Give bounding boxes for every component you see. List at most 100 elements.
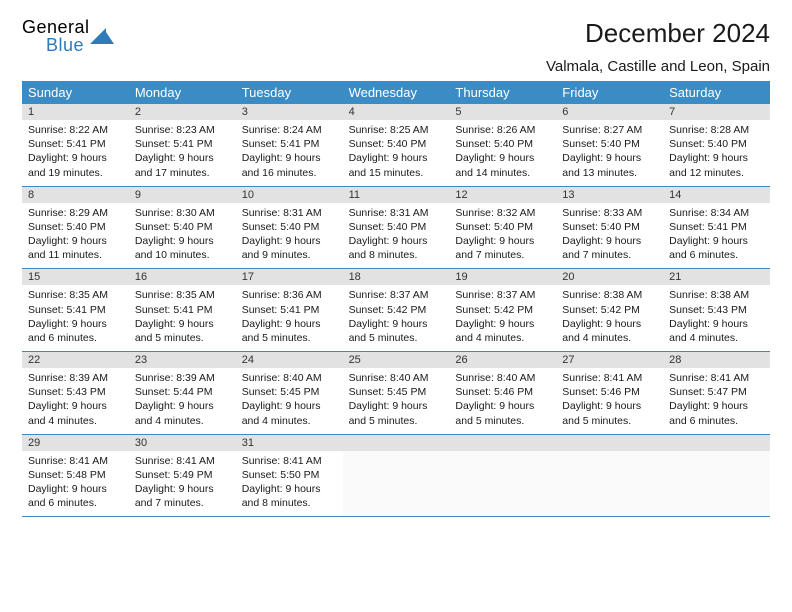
sunrise-text: Sunrise: 8:36 AM bbox=[242, 288, 337, 302]
sunset-text: Sunset: 5:42 PM bbox=[562, 303, 657, 317]
sunrise-text: Sunrise: 8:37 AM bbox=[349, 288, 444, 302]
sunrise-text: Sunrise: 8:24 AM bbox=[242, 123, 337, 137]
sunset-text: Sunset: 5:45 PM bbox=[349, 385, 444, 399]
sunset-text: Sunset: 5:43 PM bbox=[669, 303, 764, 317]
day-number: 23 bbox=[129, 352, 236, 368]
daylight-text: Daylight: 9 hours and 19 minutes. bbox=[28, 151, 123, 179]
brand-text1: General bbox=[22, 18, 90, 36]
day-number: 3 bbox=[236, 104, 343, 120]
sunset-text: Sunset: 5:41 PM bbox=[135, 137, 230, 151]
day-cell: Sunrise: 8:23 AMSunset: 5:41 PMDaylight:… bbox=[129, 120, 236, 186]
sunset-text: Sunset: 5:40 PM bbox=[242, 220, 337, 234]
sunrise-text: Sunrise: 8:34 AM bbox=[669, 206, 764, 220]
day-number-row: 15161718192021 bbox=[22, 268, 770, 285]
day-number: 26 bbox=[449, 352, 556, 368]
sunrise-text: Sunrise: 8:41 AM bbox=[669, 371, 764, 385]
day-number: 17 bbox=[236, 269, 343, 285]
day-number: 18 bbox=[343, 269, 450, 285]
daylight-text: Daylight: 9 hours and 14 minutes. bbox=[455, 151, 550, 179]
day-content-row: Sunrise: 8:35 AMSunset: 5:41 PMDaylight:… bbox=[22, 285, 770, 351]
sunrise-text: Sunrise: 8:22 AM bbox=[28, 123, 123, 137]
day-number: 2 bbox=[129, 104, 236, 120]
day-cell: Sunrise: 8:33 AMSunset: 5:40 PMDaylight:… bbox=[556, 203, 663, 269]
sunrise-text: Sunrise: 8:27 AM bbox=[562, 123, 657, 137]
sunrise-text: Sunrise: 8:25 AM bbox=[349, 123, 444, 137]
day-number: 8 bbox=[22, 187, 129, 203]
day-cell: Sunrise: 8:27 AMSunset: 5:40 PMDaylight:… bbox=[556, 120, 663, 186]
day-cell: Sunrise: 8:22 AMSunset: 5:41 PMDaylight:… bbox=[22, 120, 129, 186]
day-cell: Sunrise: 8:37 AMSunset: 5:42 PMDaylight:… bbox=[449, 285, 556, 351]
day-cell: Sunrise: 8:28 AMSunset: 5:40 PMDaylight:… bbox=[663, 120, 770, 186]
sunset-text: Sunset: 5:41 PM bbox=[242, 303, 337, 317]
sunset-text: Sunset: 5:47 PM bbox=[669, 385, 764, 399]
daylight-text: Daylight: 9 hours and 7 minutes. bbox=[135, 482, 230, 510]
day-number: 5 bbox=[449, 104, 556, 120]
sunset-text: Sunset: 5:49 PM bbox=[135, 468, 230, 482]
day-cell: Sunrise: 8:37 AMSunset: 5:42 PMDaylight:… bbox=[343, 285, 450, 351]
day-cell: Sunrise: 8:30 AMSunset: 5:40 PMDaylight:… bbox=[129, 203, 236, 269]
sunrise-text: Sunrise: 8:39 AM bbox=[135, 371, 230, 385]
day-number-row: 891011121314 bbox=[22, 186, 770, 203]
day-number: 27 bbox=[556, 352, 663, 368]
sunrise-text: Sunrise: 8:29 AM bbox=[28, 206, 123, 220]
day-cell bbox=[663, 451, 770, 517]
sunset-text: Sunset: 5:40 PM bbox=[455, 220, 550, 234]
daylight-text: Daylight: 9 hours and 5 minutes. bbox=[242, 317, 337, 345]
day-content-row: Sunrise: 8:39 AMSunset: 5:43 PMDaylight:… bbox=[22, 368, 770, 434]
day-cell: Sunrise: 8:35 AMSunset: 5:41 PMDaylight:… bbox=[129, 285, 236, 351]
page-title: December 2024 bbox=[585, 18, 770, 49]
sunset-text: Sunset: 5:42 PM bbox=[455, 303, 550, 317]
daylight-text: Daylight: 9 hours and 12 minutes. bbox=[669, 151, 764, 179]
day-number: 29 bbox=[22, 435, 129, 451]
sunset-text: Sunset: 5:40 PM bbox=[349, 220, 444, 234]
daylight-text: Daylight: 9 hours and 8 minutes. bbox=[242, 482, 337, 510]
sunset-text: Sunset: 5:40 PM bbox=[28, 220, 123, 234]
day-cell: Sunrise: 8:25 AMSunset: 5:40 PMDaylight:… bbox=[343, 120, 450, 186]
sunrise-text: Sunrise: 8:35 AM bbox=[28, 288, 123, 302]
sunrise-text: Sunrise: 8:40 AM bbox=[349, 371, 444, 385]
daylight-text: Daylight: 9 hours and 6 minutes. bbox=[669, 234, 764, 262]
weekday-header: Friday bbox=[556, 81, 663, 104]
sunrise-text: Sunrise: 8:30 AM bbox=[135, 206, 230, 220]
day-number: 12 bbox=[449, 187, 556, 203]
day-cell: Sunrise: 8:31 AMSunset: 5:40 PMDaylight:… bbox=[343, 203, 450, 269]
day-number-row: 1234567 bbox=[22, 104, 770, 120]
weekday-header: Sunday bbox=[22, 81, 129, 104]
day-cell: Sunrise: 8:40 AMSunset: 5:45 PMDaylight:… bbox=[343, 368, 450, 434]
sunrise-text: Sunrise: 8:40 AM bbox=[242, 371, 337, 385]
daylight-text: Daylight: 9 hours and 15 minutes. bbox=[349, 151, 444, 179]
daylight-text: Daylight: 9 hours and 7 minutes. bbox=[562, 234, 657, 262]
weekday-header: Monday bbox=[129, 81, 236, 104]
day-cell: Sunrise: 8:41 AMSunset: 5:49 PMDaylight:… bbox=[129, 451, 236, 517]
day-number: 19 bbox=[449, 269, 556, 285]
sunset-text: Sunset: 5:42 PM bbox=[349, 303, 444, 317]
sunset-text: Sunset: 5:40 PM bbox=[669, 137, 764, 151]
day-number: 1 bbox=[22, 104, 129, 120]
day-cell: Sunrise: 8:29 AMSunset: 5:40 PMDaylight:… bbox=[22, 203, 129, 269]
day-cell bbox=[556, 451, 663, 517]
day-cell: Sunrise: 8:40 AMSunset: 5:45 PMDaylight:… bbox=[236, 368, 343, 434]
day-cell: Sunrise: 8:41 AMSunset: 5:50 PMDaylight:… bbox=[236, 451, 343, 517]
day-cell bbox=[449, 451, 556, 517]
sunset-text: Sunset: 5:45 PM bbox=[242, 385, 337, 399]
sunset-text: Sunset: 5:43 PM bbox=[28, 385, 123, 399]
daylight-text: Daylight: 9 hours and 5 minutes. bbox=[349, 317, 444, 345]
sunrise-text: Sunrise: 8:41 AM bbox=[242, 454, 337, 468]
day-number bbox=[343, 435, 450, 451]
sunset-text: Sunset: 5:46 PM bbox=[562, 385, 657, 399]
day-cell: Sunrise: 8:38 AMSunset: 5:43 PMDaylight:… bbox=[663, 285, 770, 351]
sunrise-text: Sunrise: 8:37 AM bbox=[455, 288, 550, 302]
day-cell: Sunrise: 8:38 AMSunset: 5:42 PMDaylight:… bbox=[556, 285, 663, 351]
daylight-text: Daylight: 9 hours and 6 minutes. bbox=[28, 317, 123, 345]
day-number-row: 293031 bbox=[22, 434, 770, 451]
day-number: 6 bbox=[556, 104, 663, 120]
sunrise-text: Sunrise: 8:35 AM bbox=[135, 288, 230, 302]
daylight-text: Daylight: 9 hours and 5 minutes. bbox=[135, 317, 230, 345]
day-number: 9 bbox=[129, 187, 236, 203]
sunrise-text: Sunrise: 8:41 AM bbox=[562, 371, 657, 385]
day-number bbox=[663, 435, 770, 451]
sunset-text: Sunset: 5:46 PM bbox=[455, 385, 550, 399]
sunset-text: Sunset: 5:41 PM bbox=[669, 220, 764, 234]
day-number bbox=[449, 435, 556, 451]
day-number: 20 bbox=[556, 269, 663, 285]
